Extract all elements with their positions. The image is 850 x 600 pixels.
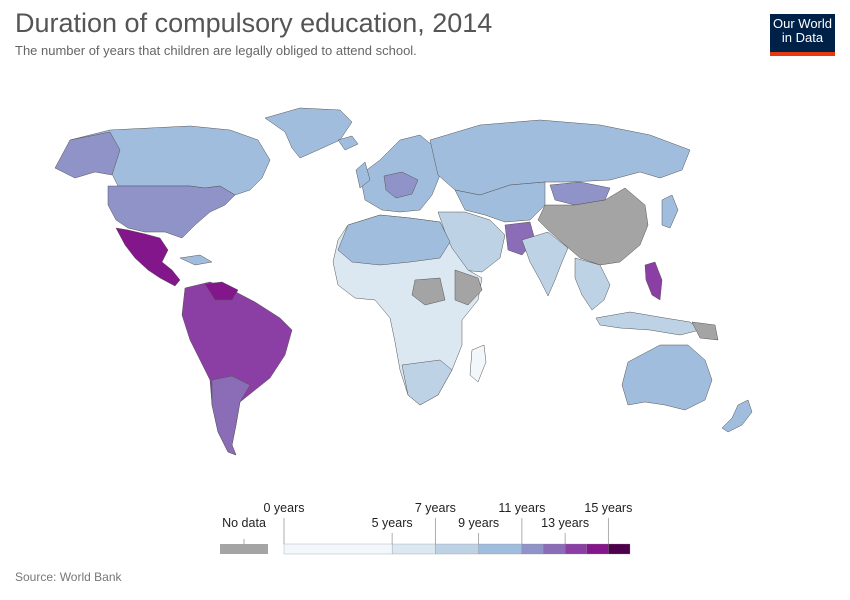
region-uk[interactable] (355, 161, 371, 189)
region-alaska[interactable] (54, 131, 121, 179)
region-australia[interactable] (621, 344, 713, 411)
owid-logo[interactable]: Our World in Data (770, 14, 835, 56)
legend-tick-label-2: 7 years (415, 501, 456, 515)
region-mexico[interactable] (115, 227, 181, 287)
legend-bin-7[interactable] (586, 543, 609, 555)
logo-line-1: Our World (773, 16, 832, 31)
region-central-africa[interactable] (411, 277, 446, 306)
legend-tick-label-1: 5 years (372, 516, 413, 530)
region-north-africa[interactable] (337, 214, 451, 266)
legend-tick-label-4: 11 years (498, 501, 545, 515)
legend-no-data-label: No data (222, 516, 266, 530)
region-usa[interactable] (107, 185, 236, 239)
region-southeast-asia[interactable] (574, 257, 611, 311)
region-png[interactable] (691, 321, 719, 341)
legend-tick-label-5: 13 years (541, 516, 589, 530)
legend-tick-label-0: 0 years (264, 501, 305, 515)
region-india[interactable] (521, 231, 569, 297)
region-iceland[interactable] (337, 135, 359, 151)
legend-bin-4[interactable] (521, 543, 544, 555)
region-china[interactable] (537, 187, 649, 266)
region-southern-africa[interactable] (401, 359, 453, 406)
legend-bin-3[interactable] (478, 543, 523, 555)
legend-bin-1[interactable] (391, 543, 436, 555)
source-note: Source: World Bank (15, 570, 122, 584)
region-central-europe[interactable] (383, 171, 419, 199)
legend-tick-label-6: 15 years (584, 501, 632, 515)
region-southern-cone[interactable] (211, 375, 251, 456)
region-japan[interactable] (661, 194, 679, 229)
world-map (54, 107, 753, 456)
legend-bin-8[interactable] (608, 543, 631, 555)
legend-bin-0[interactable] (283, 543, 393, 555)
region-indonesia[interactable] (595, 311, 701, 336)
logo-accent-bar (770, 52, 835, 56)
legend-no-data-swatch (220, 544, 268, 554)
legend-no-data[interactable]: No data (220, 516, 268, 554)
region-caribbean[interactable] (179, 254, 213, 266)
region-horn-africa[interactable] (454, 269, 483, 306)
region-venezuela[interactable] (204, 281, 239, 301)
legend-bin-2[interactable] (435, 543, 479, 555)
legend-bin-5[interactable] (543, 543, 566, 555)
region-new-zealand[interactable] (721, 399, 753, 433)
region-central-asia[interactable] (454, 181, 546, 223)
legend-bin-6[interactable] (564, 543, 587, 555)
legend-bins (283, 543, 631, 555)
region-south-america[interactable] (181, 281, 293, 456)
region-greenland[interactable] (264, 107, 353, 159)
region-madagascar[interactable] (469, 344, 487, 383)
chart-subtitle: The number of years that children are le… (15, 43, 417, 58)
region-philippines[interactable] (644, 261, 663, 301)
logo-line-2: in Data (781, 30, 824, 45)
chart-title: Duration of compulsory education, 2014 (15, 8, 493, 38)
legend-tick-label-3: 9 years (458, 516, 499, 530)
